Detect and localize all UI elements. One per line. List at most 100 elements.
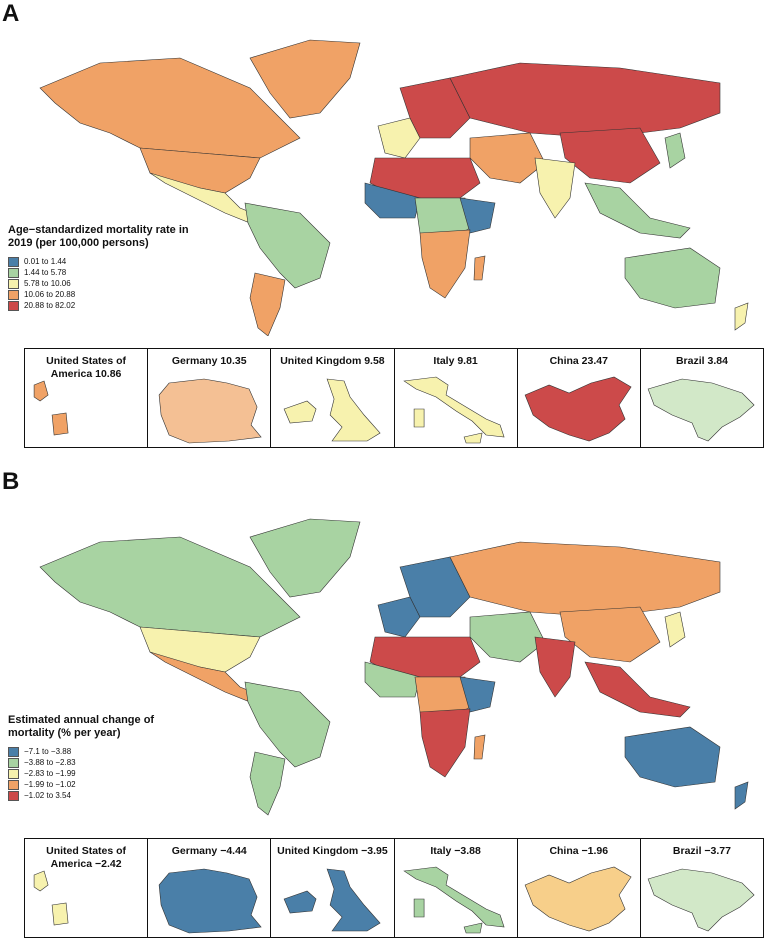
region-west-africa — [364, 661, 421, 698]
region-greenland — [249, 518, 361, 598]
region-southeast-asia — [584, 661, 691, 718]
region-russia — [449, 62, 721, 139]
legend-label: 20.88 to 82.02 — [24, 301, 76, 310]
country-cell-usa: United States of America −2.42 — [25, 839, 149, 937]
country-cell-uk: United Kingdom −3.95 — [271, 839, 395, 937]
legend-label: −7.1 to −3.88 — [24, 747, 72, 756]
country-title: Brazil 3.84 — [675, 355, 728, 367]
legend-swatch — [8, 746, 19, 757]
region-india — [534, 157, 576, 219]
germany-shape — [158, 378, 262, 444]
country-cell-china: China 23.47 — [518, 349, 641, 447]
country-title: United States of America 10.86 — [46, 355, 127, 380]
legend-b-title: Estimated annual change of mortality (% … — [8, 714, 155, 739]
region-south-america — [244, 681, 331, 768]
legend-swatch — [8, 300, 19, 311]
region-western-europe — [377, 117, 421, 159]
legend-a-item: 0.01 to 1.44 — [8, 256, 198, 267]
china-shape — [524, 376, 632, 442]
legend-swatch — [8, 779, 19, 790]
panel-b-label: B — [2, 468, 20, 495]
panel-a-label: A — [2, 0, 20, 27]
legend-swatch — [8, 289, 19, 300]
region-russia — [449, 541, 721, 618]
uk-shape — [284, 378, 381, 442]
region-middle-east — [469, 611, 546, 663]
legend-label: −1.99 to −1.02 — [24, 780, 76, 789]
region-australia — [624, 726, 721, 788]
country-title: China −1.96 — [549, 845, 609, 857]
legend-label: 0.01 to 1.44 — [24, 257, 67, 266]
legend-b-item: −7.1 to −3.88 — [8, 746, 198, 757]
region-japan — [664, 611, 686, 648]
country-title: United Kingdom 9.58 — [280, 355, 385, 367]
legend-label: 5.78 to 10.06 — [24, 279, 71, 288]
country-cell-china: China −1.96 — [518, 839, 641, 937]
region-new-zealand — [734, 302, 749, 331]
region-new-zealand — [734, 781, 749, 810]
legend-swatch — [8, 790, 19, 801]
country-title: Germany 10.35 — [171, 355, 247, 367]
usa-shape — [33, 870, 69, 926]
legend-a-item: 20.88 to 82.02 — [8, 300, 198, 311]
region-southern-africa — [419, 708, 471, 778]
country-title: United Kingdom −3.95 — [277, 845, 388, 857]
legend-a-item: 1.44 to 5.78 — [8, 267, 198, 278]
world-map-b — [39, 518, 749, 816]
region-argentina — [249, 751, 286, 816]
region-greenland — [249, 39, 361, 119]
legend-label: −3.88 to −2.83 — [24, 758, 76, 767]
region-east-africa — [459, 197, 496, 234]
world-map-a — [39, 39, 749, 336]
region-south-america — [244, 202, 331, 289]
region-madagascar — [473, 734, 486, 760]
country-cell-brazil: Brazil −3.77 — [641, 839, 763, 937]
country-cell-usa: United States of America 10.86 — [25, 349, 149, 447]
china-shape — [524, 866, 632, 932]
legend-label: −2.83 to −1.99 — [24, 769, 76, 778]
brazil-shape — [647, 378, 755, 442]
legend-swatch — [8, 256, 19, 267]
germany-shape — [158, 868, 262, 934]
region-southeast-asia — [584, 182, 691, 239]
italy-shape — [402, 866, 505, 934]
country-title: Italy −3.88 — [430, 845, 481, 857]
region-west-africa — [364, 182, 421, 219]
region-japan — [664, 132, 686, 169]
legend-swatch — [8, 757, 19, 768]
country-cell-italy: Italy 9.81 — [395, 349, 518, 447]
legend-swatch — [8, 267, 19, 278]
legend-label: −1.02 to 3.54 — [24, 791, 71, 800]
country-cell-uk: United Kingdom 9.58 — [271, 349, 395, 447]
region-china — [559, 606, 661, 663]
italy-shape — [402, 376, 505, 444]
legend-b-item: −3.88 to −2.83 — [8, 757, 198, 768]
region-western-europe — [377, 596, 421, 638]
legend-b-item: −1.02 to 3.54 — [8, 790, 198, 801]
region-argentina — [249, 272, 286, 336]
region-india — [534, 636, 576, 698]
region-australia — [624, 247, 721, 309]
country-title: Italy 9.81 — [433, 355, 478, 367]
country-cell-germany: Germany 10.35 — [148, 349, 272, 447]
legend-b: Estimated annual change of mortality (% … — [8, 714, 198, 801]
legend-b-item: −1.99 to −1.02 — [8, 779, 198, 790]
region-southern-africa — [419, 229, 471, 299]
legend-b-item: −2.83 to −1.99 — [8, 768, 198, 779]
legend-a-item: 10.06 to 20.88 — [8, 289, 198, 300]
country-cell-germany: Germany −4.44 — [148, 839, 272, 937]
legend-a-title: Age−standardized mortality rate in 2019 … — [8, 224, 189, 249]
brazil-shape — [647, 868, 755, 932]
region-china — [559, 127, 661, 184]
uk-shape — [284, 868, 381, 932]
legend-swatch — [8, 768, 19, 779]
country-cell-brazil: Brazil 3.84 — [641, 349, 763, 447]
country-cell-italy: Italy −3.88 — [395, 839, 518, 937]
region-middle-east — [469, 132, 546, 184]
country-title: United States of America −2.42 — [46, 845, 127, 870]
region-madagascar — [473, 255, 486, 281]
legend-label: 10.06 to 20.88 — [24, 290, 76, 299]
legend-a: Age−standardized mortality rate in 2019 … — [8, 224, 198, 311]
legend-label: 1.44 to 5.78 — [24, 268, 67, 277]
country-title: Brazil −3.77 — [672, 845, 731, 857]
